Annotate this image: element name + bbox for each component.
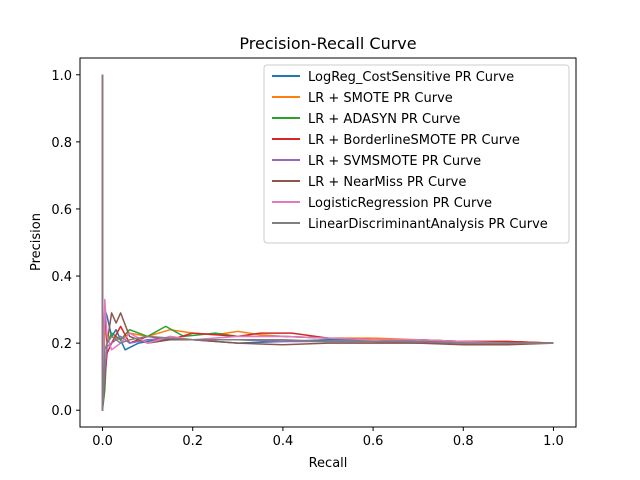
legend-label-5: LR + SVMSMOTE PR Curve (308, 154, 481, 169)
x-axis-label: Recall (309, 456, 348, 471)
y-tick-label: 0.0 (51, 404, 72, 419)
series-line-7 (101, 74, 554, 411)
x-tick-label: 0.2 (182, 434, 203, 449)
y-tick-label: 0.8 (51, 136, 72, 151)
legend: LogReg_CostSensitive PR Curve LR + SMOTE … (263, 64, 570, 244)
plot-lines (101, 74, 554, 411)
legend-label-2: LR + SMOTE PR Curve (308, 91, 453, 106)
legend-label-1: LogReg_CostSensitive PR Curve (308, 70, 514, 85)
x-axis: 0.0 0.2 0.4 0.6 0.8 1.0 (92, 427, 564, 449)
y-tick-label: 0.2 (51, 337, 72, 352)
y-tick-label: 0.6 (51, 203, 72, 218)
x-tick-label: 0.0 (92, 434, 113, 449)
x-tick-label: 1.0 (543, 434, 564, 449)
legend-label-7: LogisticRegression PR Curve (308, 196, 492, 211)
legend-label-4: LR + BorderlineSMOTE PR Curve (308, 133, 520, 148)
y-tick-label: 0.4 (51, 270, 72, 285)
x-tick-label: 0.4 (273, 434, 294, 449)
plot-frame (79, 57, 577, 428)
x-tick-label: 0.8 (453, 434, 474, 449)
series-line-8 (101, 74, 554, 411)
y-axis: 0.0 0.2 0.4 0.6 0.8 1.0 (51, 69, 80, 419)
x-tick-label: 0.6 (363, 434, 384, 449)
y-axis-label: Precision (29, 213, 44, 271)
y-tick-label: 1.0 (51, 69, 72, 84)
chart-title: Precision-Recall Curve (239, 34, 416, 53)
legend-label-6: LR + NearMiss PR Curve (308, 175, 466, 190)
legend-label-8: LinearDiscriminantAnalysis PR Curve (308, 217, 548, 232)
legend-box (263, 64, 570, 244)
legend-label-3: LR + ADASYN PR Curve (308, 112, 460, 127)
